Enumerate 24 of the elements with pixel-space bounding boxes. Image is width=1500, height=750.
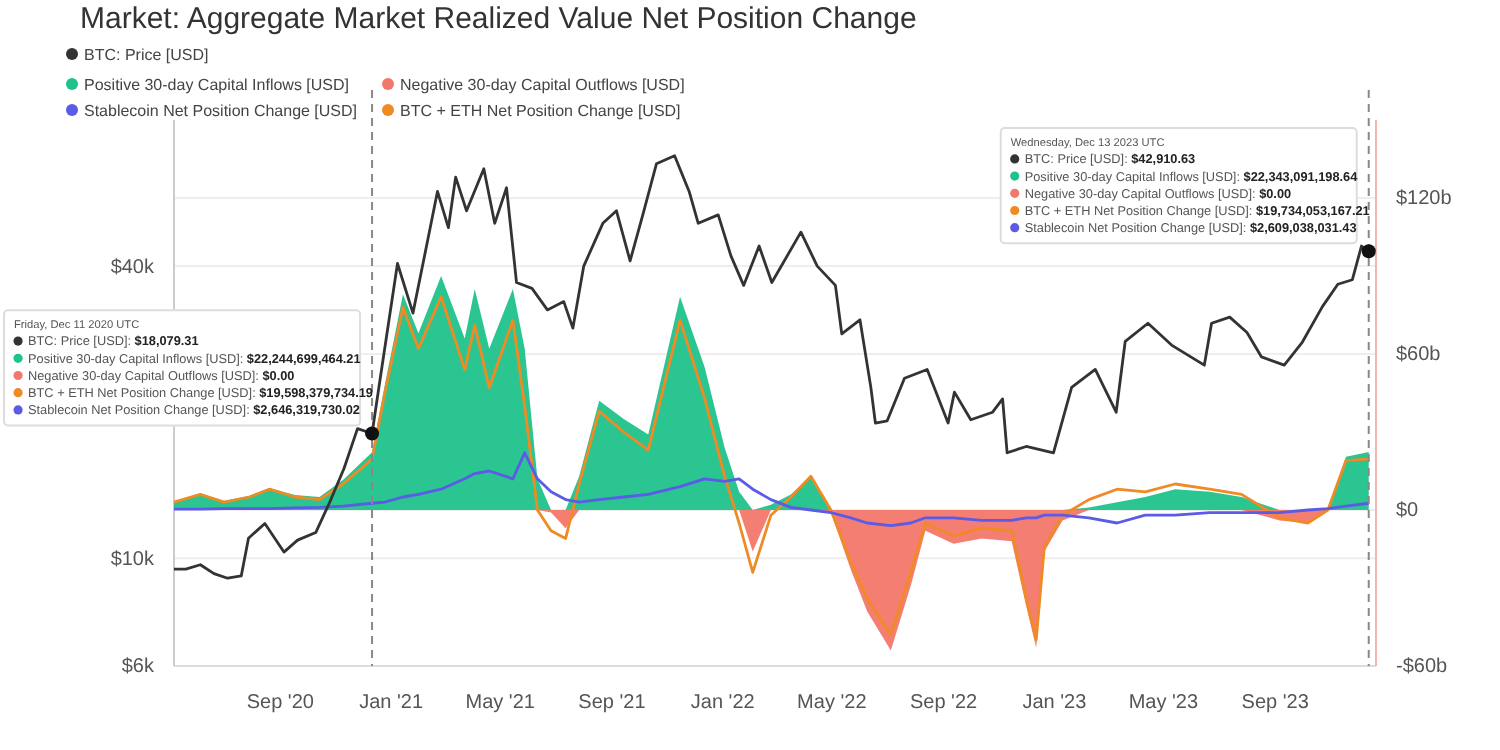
- legend-label: Positive 30-day Capital Inflows [USD]: [84, 76, 349, 94]
- x-tick-label: Jan '23: [1022, 692, 1088, 715]
- line-series: [172, 451, 1371, 527]
- x-tick-label: May '22: [797, 692, 868, 715]
- y-tick-label: $40k: [110, 256, 156, 279]
- y-tick-label: $10k: [110, 548, 156, 571]
- x-tick-label: Sep '23: [1241, 692, 1310, 715]
- legend-label: BTC: Price [USD]: [84, 46, 209, 64]
- x-tick-label: Jan '22: [690, 692, 756, 715]
- x-tick-label: Sep '21: [578, 692, 647, 715]
- legend-label: Stablecoin Net Position Change [USD]: [84, 102, 358, 120]
- chart-title: Market: Aggregate Market Realized Value Net Position Change: [80, 2, 917, 36]
- y-tick-label: $6k: [121, 656, 156, 679]
- x-tick-label: Sep '22: [909, 692, 979, 715]
- y2-tick-label: $0: [1396, 500, 1420, 523]
- x-tick-label: May '23: [1128, 692, 1199, 715]
- y2-tick-label: -$60b: [1396, 656, 1449, 679]
- x-tick-label: Sep '20: [246, 692, 315, 715]
- y2-tick-label: $60b: [1396, 344, 1442, 367]
- x-tick-label: May '21: [465, 692, 536, 715]
- x-tick-label: Jan '21: [359, 692, 424, 715]
- legend-label: Negative 30-day Capital Outflows [USD]: [400, 76, 685, 94]
- legend-label: BTC + ETH Net Position Change [USD]: [400, 102, 681, 120]
- y2-tick-label: $120b: [1396, 188, 1453, 211]
